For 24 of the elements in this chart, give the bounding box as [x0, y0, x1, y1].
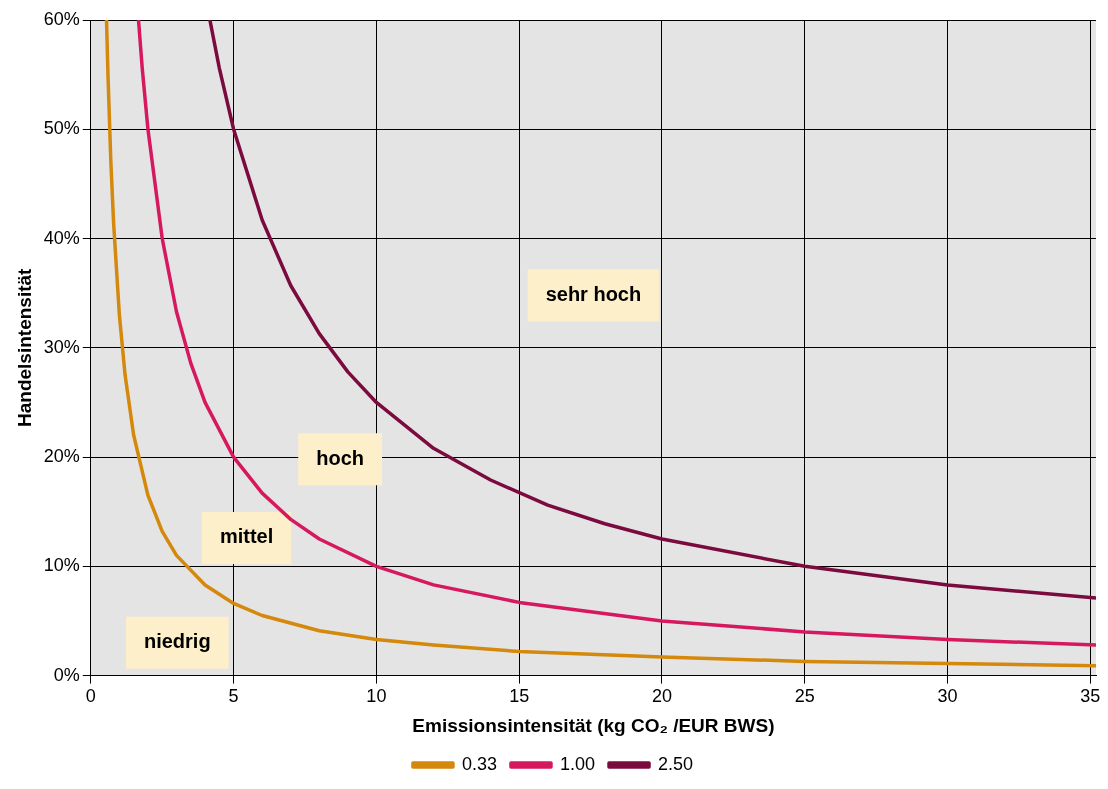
y-tick-label: 10%	[43, 555, 80, 576]
x-tick-label: 20	[651, 686, 672, 707]
y-tick-label: 60%	[43, 8, 80, 29]
y-tick-label: 40%	[43, 227, 80, 248]
y-tick-label: 20%	[43, 446, 80, 467]
x-tick-label: 25	[794, 686, 815, 707]
y-axis-title: Handelsintensität	[13, 267, 35, 427]
x-tick-label: 15	[509, 686, 530, 707]
x-tick-label: 0	[85, 686, 96, 707]
annotation: niedrig	[143, 630, 211, 653]
x-tick-label: 35	[1080, 686, 1101, 707]
annotation: mittel	[219, 525, 274, 548]
y-tick-label: 0%	[53, 664, 80, 685]
annotation: hoch	[316, 446, 364, 469]
legend-label: 1.00	[559, 753, 596, 774]
annotation: sehr hoch	[545, 282, 642, 305]
legend-label: 0.33	[461, 753, 497, 774]
y-tick-label: 50%	[43, 118, 80, 139]
x-tick-label: 5	[228, 686, 239, 707]
legend-label: 2.50	[658, 753, 694, 774]
y-tick-label: 30%	[43, 336, 80, 357]
x-tick-label: 10	[366, 686, 387, 707]
x-tick-label: 30	[937, 686, 958, 707]
x-axis-title: Emissionsintensität (kg CO₂ /EUR BWS)	[412, 714, 775, 736]
